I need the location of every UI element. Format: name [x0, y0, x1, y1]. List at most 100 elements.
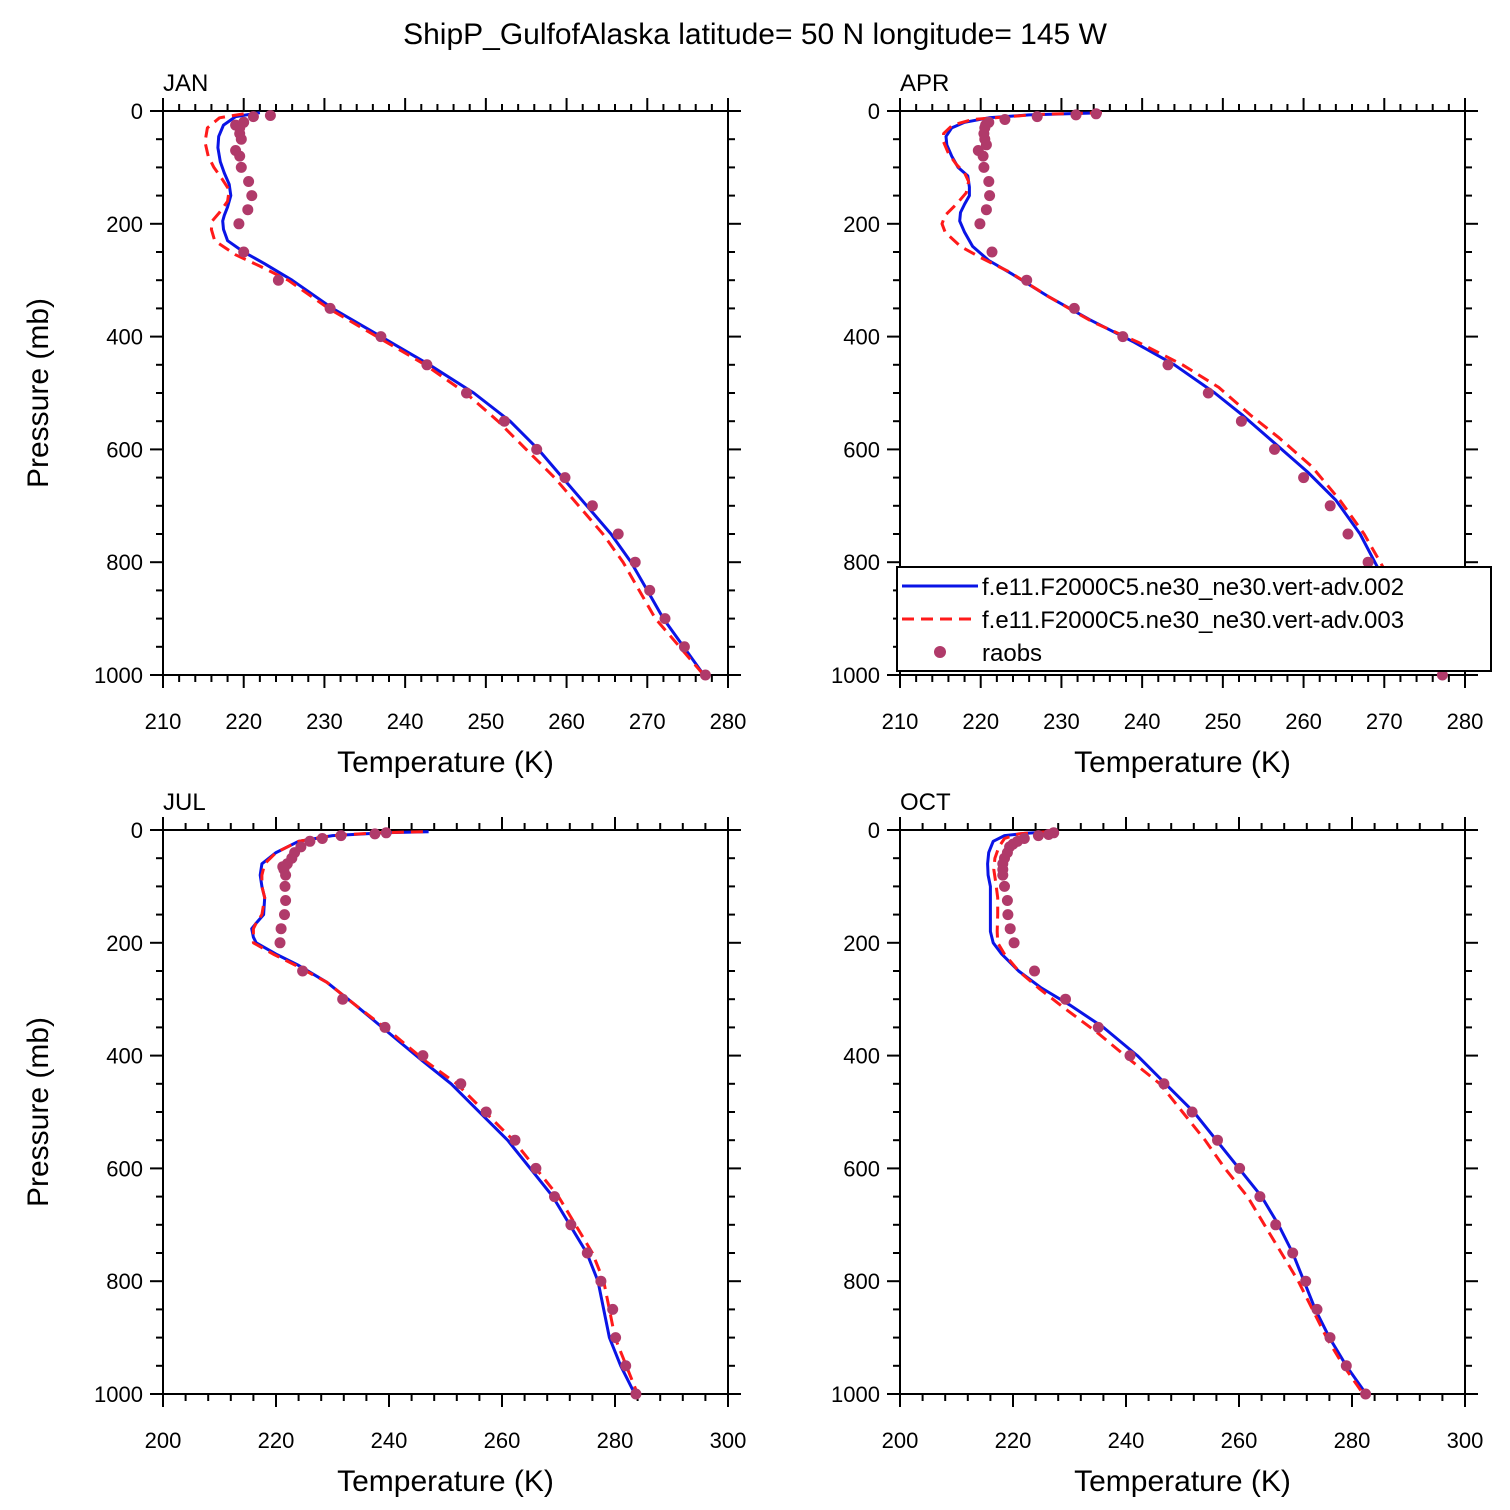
x-axis-label: Temperature (K)	[337, 1465, 554, 1498]
y-tick-label: 0	[868, 818, 880, 843]
x-tick-label: 220	[995, 1428, 1032, 1453]
x-axis-label: Temperature (K)	[1074, 746, 1291, 779]
raobs-point	[1162, 359, 1174, 371]
raobs-point	[1324, 500, 1336, 512]
y-tick-label: 600	[106, 1156, 143, 1181]
raobs-point	[983, 176, 995, 187]
y-tick-label: 400	[843, 325, 880, 350]
y-tick-label: 800	[843, 550, 880, 575]
raobs-point	[279, 909, 290, 921]
y-tick-label: 200	[106, 931, 143, 956]
x-tick-label: 280	[710, 709, 747, 734]
raobs-point	[1254, 1191, 1266, 1203]
x-tick-label: 280	[597, 1428, 634, 1453]
figure-title: ShipP_GulfofAlaska latitude= 50 N longit…	[403, 18, 1107, 51]
raobs-point	[986, 246, 998, 258]
y-tick-label: 600	[106, 437, 143, 462]
raobs-point	[316, 833, 328, 844]
x-tick-label: 210	[145, 709, 182, 734]
raobs-point	[375, 331, 387, 343]
raobs-point	[335, 830, 347, 842]
raobs-point	[1158, 1078, 1170, 1090]
y-tick-label: 800	[106, 550, 143, 575]
raobs-point	[1342, 528, 1354, 540]
y-tick-label: 200	[106, 212, 143, 237]
raobs-point	[559, 472, 571, 484]
raobs-point	[1436, 669, 1448, 681]
raobs-point	[242, 204, 254, 216]
raobs-point	[997, 869, 1009, 881]
raobs-point	[1090, 108, 1102, 120]
y-tick-label: 0	[131, 818, 143, 843]
raobs-point	[984, 190, 996, 202]
raobs-point	[243, 176, 255, 187]
series-line-002	[944, 111, 1446, 677]
legend: f.e11.F2000C5.ne30_ne30.vert-adv.002 f.e1…	[896, 566, 1492, 672]
y-tick-label: 0	[868, 99, 880, 124]
x-tick-label: 250	[467, 709, 504, 734]
y-tick-label: 400	[843, 1044, 880, 1069]
raobs-point	[530, 1162, 542, 1174]
raobs-point	[581, 1247, 593, 1259]
raobs-point	[1008, 937, 1020, 949]
panel-label: APR	[900, 70, 949, 97]
raobs-point	[1029, 965, 1040, 977]
x-axis-label: Temperature (K)	[1074, 1465, 1291, 1498]
raobs-point	[247, 111, 259, 123]
x-tick-label: 280	[1334, 1428, 1371, 1453]
raobs-point	[610, 1332, 622, 1344]
series-line-003	[203, 112, 705, 676]
y-axis-label: Pressure (mb)	[22, 298, 55, 488]
raobs-point	[421, 359, 433, 371]
y-tick-label: 400	[106, 1044, 143, 1069]
raobs-point	[264, 110, 276, 121]
raobs-point	[531, 443, 543, 455]
x-tick-label: 260	[1285, 709, 1322, 734]
x-tick-label: 300	[1447, 1428, 1484, 1453]
panel-label: JUL	[163, 789, 206, 816]
raobs-point	[1235, 415, 1247, 427]
x-tick-label: 210	[882, 709, 919, 734]
raobs-point	[565, 1219, 577, 1231]
y-tick-label: 800	[106, 1269, 143, 1294]
raobs-point	[1031, 111, 1043, 123]
raobs-point	[630, 1388, 642, 1400]
raobs-point	[280, 895, 292, 906]
raobs-point	[1068, 302, 1080, 314]
raobs-point	[629, 556, 641, 568]
y-tick-label: 1000	[94, 663, 143, 688]
legend-label: raobs	[982, 640, 1042, 667]
raobs-point	[235, 161, 247, 173]
legend-swatch-marker	[934, 646, 946, 658]
raobs-point	[1186, 1106, 1198, 1118]
raobs-point	[980, 204, 992, 216]
raobs-point	[977, 150, 989, 162]
raobs-point	[1311, 1303, 1323, 1315]
x-tick-label: 230	[1043, 709, 1080, 734]
x-tick-label: 280	[1447, 709, 1484, 734]
raobs-point	[999, 880, 1010, 892]
y-tick-label: 600	[843, 437, 880, 462]
series-group	[203, 110, 711, 681]
raobs-point	[1270, 1219, 1282, 1231]
y-tick-label: 1000	[831, 1382, 880, 1407]
x-tick-label: 260	[1221, 1428, 1258, 1453]
raobs-point	[280, 869, 292, 881]
raobs-point	[699, 669, 711, 681]
raobs-point	[324, 302, 336, 314]
legend-box	[896, 566, 1492, 672]
raobs-point	[417, 1050, 429, 1062]
x-tick-label: 260	[484, 1428, 521, 1453]
raobs-point	[1202, 387, 1214, 399]
raobs-point	[1340, 1360, 1352, 1372]
raobs-point	[1300, 1275, 1312, 1287]
raobs-point	[1287, 1247, 1299, 1259]
x-tick-label: 240	[371, 1428, 408, 1453]
legend-label: f.e11.F2000C5.ne30_ne30.vert-adv.003	[982, 607, 1404, 634]
series-line-003	[940, 111, 1449, 676]
raobs-point	[279, 880, 291, 892]
